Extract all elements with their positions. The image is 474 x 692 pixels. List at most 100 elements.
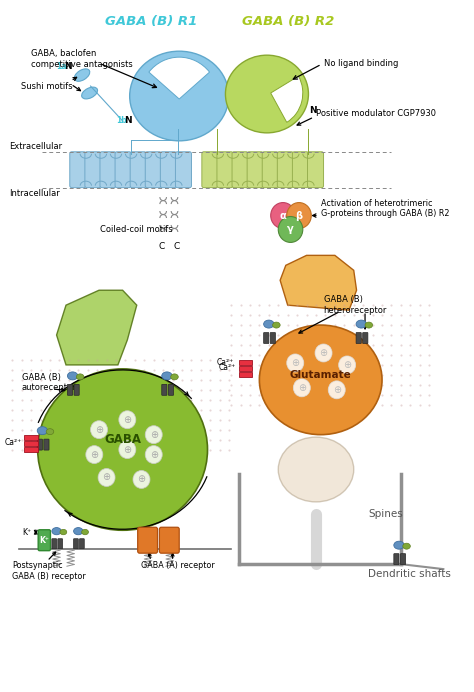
Circle shape [271, 203, 295, 228]
FancyBboxPatch shape [130, 152, 146, 188]
Bar [25, 441, 38, 446]
Circle shape [133, 471, 150, 489]
Ellipse shape [273, 322, 280, 328]
Text: ⊕: ⊕ [123, 415, 131, 425]
Text: C: C [158, 242, 164, 251]
Circle shape [293, 379, 310, 397]
FancyBboxPatch shape [277, 152, 293, 188]
FancyBboxPatch shape [58, 539, 63, 549]
Text: GABA (B) R1: GABA (B) R1 [105, 15, 197, 28]
Wedge shape [271, 76, 303, 122]
Text: Ca²⁺: Ca²⁺ [217, 358, 234, 367]
Ellipse shape [278, 437, 354, 502]
FancyBboxPatch shape [308, 152, 324, 188]
Text: Coiled-coil motifs: Coiled-coil motifs [100, 226, 173, 235]
Ellipse shape [73, 527, 83, 535]
Text: N: N [310, 106, 317, 115]
FancyBboxPatch shape [292, 152, 309, 188]
Text: Dendritic shafts: Dendritic shafts [368, 569, 451, 579]
FancyBboxPatch shape [394, 554, 399, 565]
Text: Extracellular: Extracellular [9, 142, 63, 151]
Circle shape [119, 441, 136, 459]
FancyBboxPatch shape [202, 152, 218, 188]
Polygon shape [56, 290, 137, 365]
FancyBboxPatch shape [73, 539, 78, 549]
Bar [25, 435, 38, 439]
FancyBboxPatch shape [162, 384, 167, 395]
Ellipse shape [394, 541, 404, 549]
Ellipse shape [264, 320, 274, 328]
Ellipse shape [52, 527, 61, 535]
FancyBboxPatch shape [138, 527, 157, 553]
Text: GABA (A) receptor: GABA (A) receptor [141, 561, 215, 570]
Circle shape [86, 446, 103, 464]
Text: Sushi motifs: Sushi motifs [21, 82, 73, 91]
Ellipse shape [365, 322, 373, 328]
FancyBboxPatch shape [38, 530, 50, 551]
Ellipse shape [259, 325, 382, 435]
Ellipse shape [46, 428, 54, 435]
Text: GABA, baclofen
competitive antagonists: GABA, baclofen competitive antagonists [31, 49, 133, 69]
Ellipse shape [356, 320, 366, 328]
Text: Intracellular: Intracellular [9, 189, 60, 198]
FancyBboxPatch shape [159, 527, 179, 553]
Text: K⁺: K⁺ [39, 536, 49, 545]
Bar [238, 366, 252, 371]
Ellipse shape [82, 529, 89, 535]
Text: GABA: GABA [104, 433, 141, 446]
Text: 1b: 1b [116, 116, 127, 125]
FancyBboxPatch shape [264, 333, 269, 343]
Text: ⊕: ⊕ [90, 450, 99, 459]
FancyBboxPatch shape [37, 439, 42, 450]
Text: ⊕: ⊕ [95, 425, 103, 435]
Text: ⊕: ⊕ [137, 475, 146, 484]
Circle shape [315, 344, 332, 362]
Text: β: β [295, 210, 302, 221]
Text: K⁺: K⁺ [22, 528, 31, 537]
Text: GABA (B) R2: GABA (B) R2 [242, 15, 334, 28]
FancyBboxPatch shape [44, 439, 49, 450]
Text: Spines: Spines [368, 509, 402, 519]
Circle shape [287, 354, 304, 372]
Circle shape [338, 356, 356, 374]
Ellipse shape [38, 369, 208, 530]
Circle shape [98, 468, 115, 486]
Ellipse shape [82, 87, 98, 99]
FancyBboxPatch shape [168, 384, 173, 395]
Ellipse shape [76, 374, 84, 380]
Text: Activation of heterotrimeric
G-proteins through GABA (B) R2: Activation of heterotrimeric G-proteins … [321, 199, 449, 218]
Text: Ca²⁺: Ca²⁺ [219, 363, 236, 372]
Text: GABA (B)
heteroreceptor: GABA (B) heteroreceptor [324, 295, 387, 315]
FancyBboxPatch shape [80, 539, 84, 549]
Polygon shape [280, 255, 356, 310]
FancyBboxPatch shape [232, 152, 248, 188]
FancyBboxPatch shape [356, 333, 361, 343]
FancyBboxPatch shape [67, 384, 73, 395]
Ellipse shape [67, 372, 78, 380]
Text: ⊕: ⊕ [343, 360, 351, 370]
Text: Positive modulator CGP7930: Positive modulator CGP7930 [316, 109, 436, 118]
Text: Glutamate: Glutamate [290, 370, 352, 380]
Circle shape [91, 421, 108, 439]
FancyBboxPatch shape [74, 384, 79, 395]
FancyBboxPatch shape [70, 152, 86, 188]
FancyBboxPatch shape [401, 554, 406, 565]
FancyBboxPatch shape [262, 152, 278, 188]
Text: ⊕: ⊕ [102, 473, 110, 482]
Ellipse shape [162, 372, 172, 380]
Circle shape [278, 217, 303, 242]
Text: γ: γ [287, 224, 294, 235]
Bar [238, 372, 252, 377]
Text: 1a: 1a [56, 62, 67, 71]
FancyBboxPatch shape [175, 152, 191, 188]
Text: C: C [173, 242, 180, 251]
FancyBboxPatch shape [160, 152, 176, 188]
Text: ⊕: ⊕ [150, 430, 158, 439]
Text: Ca²⁺: Ca²⁺ [4, 438, 22, 447]
Circle shape [145, 446, 162, 464]
Ellipse shape [37, 427, 47, 435]
Circle shape [328, 381, 345, 399]
FancyBboxPatch shape [145, 152, 161, 188]
Ellipse shape [130, 51, 229, 141]
Ellipse shape [171, 374, 178, 380]
